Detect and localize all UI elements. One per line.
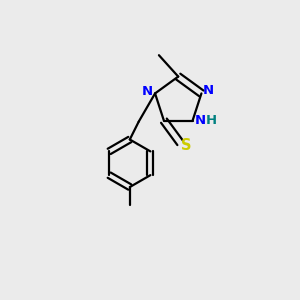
Text: N: N bbox=[202, 84, 214, 97]
Text: H: H bbox=[206, 114, 217, 127]
Text: N: N bbox=[142, 85, 153, 98]
Text: N: N bbox=[194, 114, 206, 127]
Text: S: S bbox=[181, 138, 191, 153]
